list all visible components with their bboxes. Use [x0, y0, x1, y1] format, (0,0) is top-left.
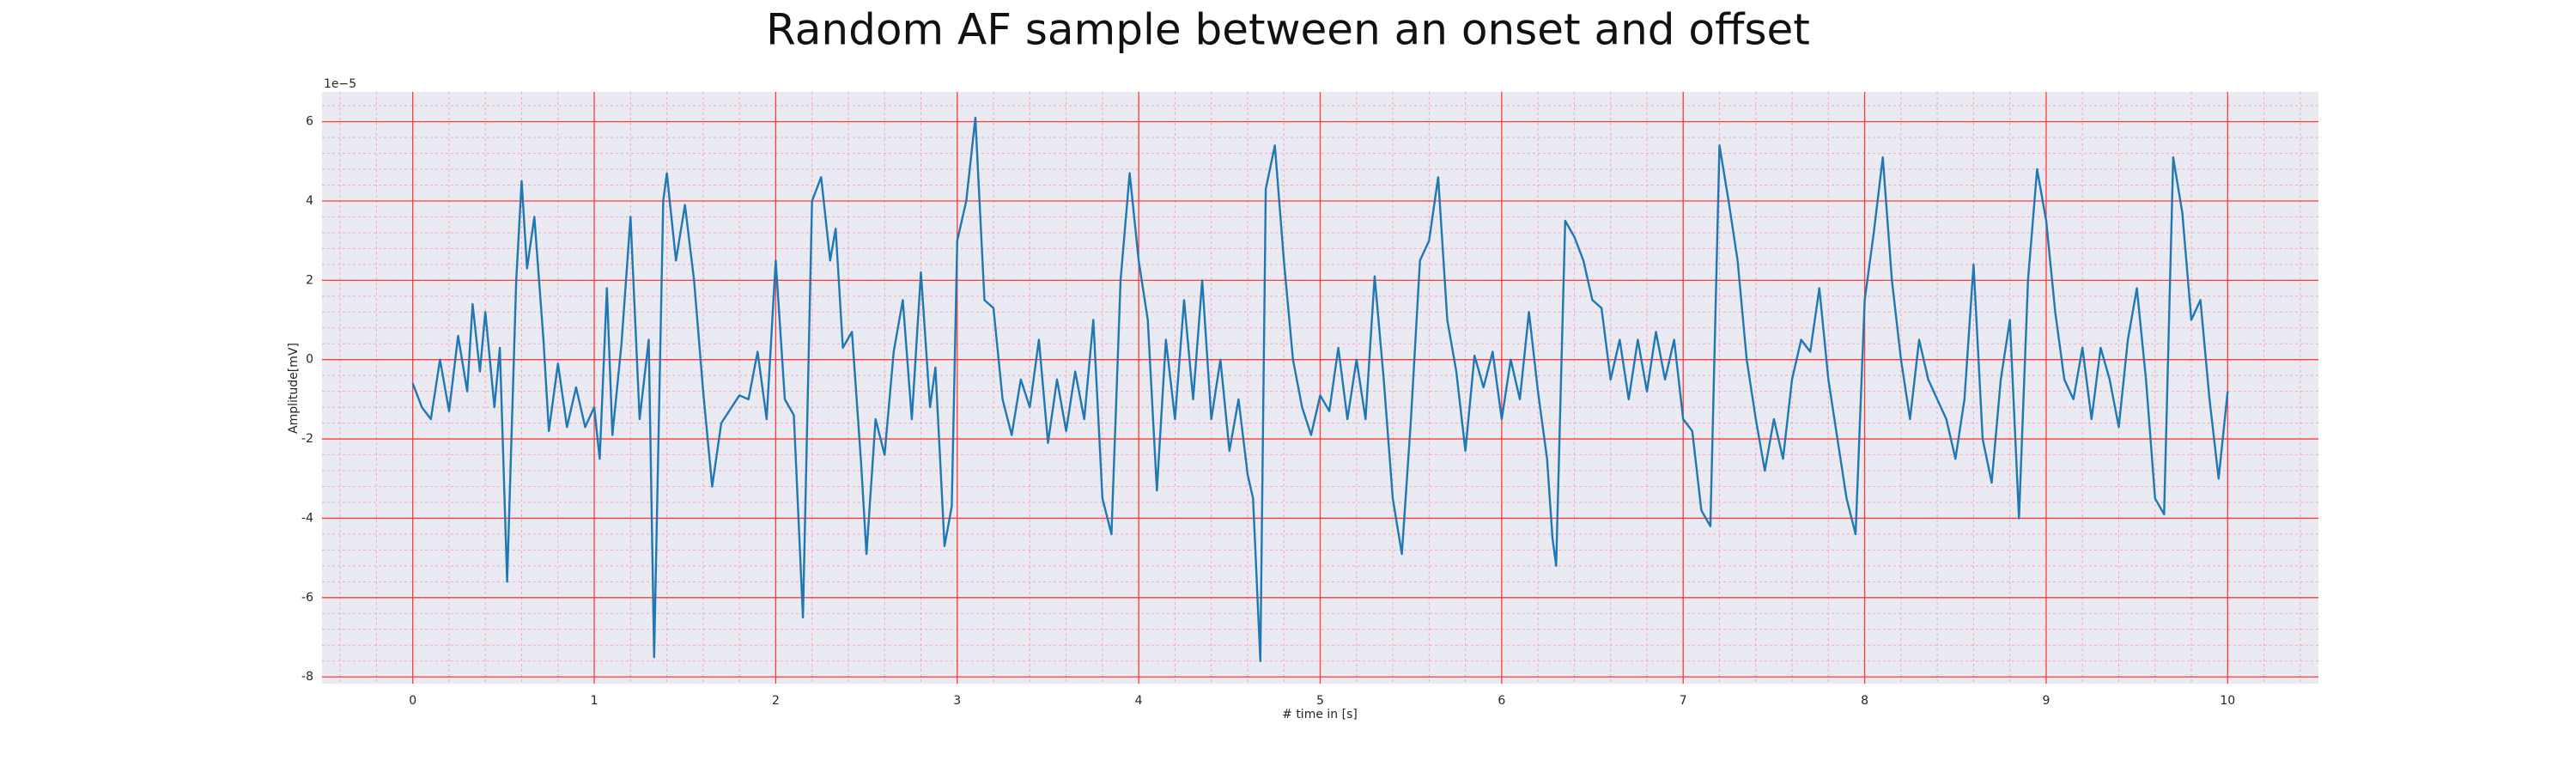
x-tick-label: 5	[1316, 694, 1324, 708]
y-tick-label: -8	[301, 670, 313, 684]
x-tick-label: 2	[772, 694, 780, 708]
y-axis-label: Amplitude[mV]	[287, 343, 301, 434]
x-tick-label: 6	[1498, 694, 1505, 708]
x-tick-label: 1	[591, 694, 598, 708]
chart-title: Random AF sample between an onset and of…	[766, 5, 1810, 55]
y-tick-label: -4	[301, 511, 313, 525]
x-tick-label: 10	[2220, 694, 2235, 708]
y-tick-label: 2	[306, 273, 313, 287]
y-tick-label: 0	[306, 353, 313, 367]
x-axis-label: # time in [s]	[1282, 708, 1358, 721]
x-tick-label: 9	[2042, 694, 2050, 708]
x-tick-label: 8	[1861, 694, 1868, 708]
x-tick-label: 0	[409, 694, 416, 708]
y-tick-label: -2	[301, 432, 313, 446]
x-tick-label: 3	[953, 694, 961, 708]
x-tick-label: 7	[1680, 694, 1687, 708]
x-tick-label: 4	[1135, 694, 1143, 708]
y-offset-label: 1e−5	[324, 77, 356, 91]
signal-line	[411, 116, 2229, 662]
y-tick-label: 6	[306, 115, 313, 129]
y-tick-label: -6	[301, 591, 313, 605]
y-tick-label: 4	[306, 194, 313, 208]
